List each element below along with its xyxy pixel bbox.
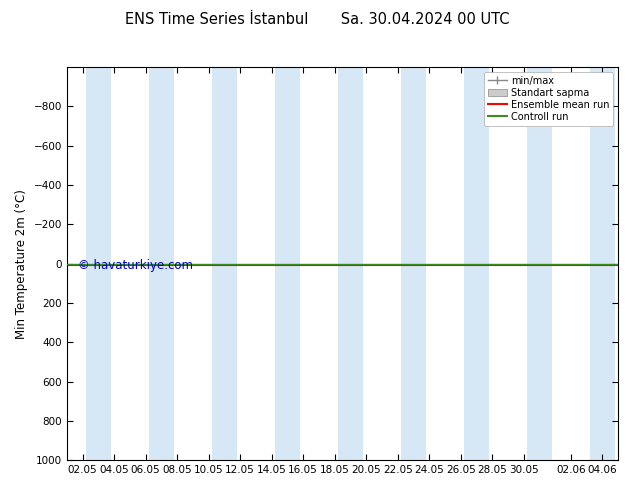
Bar — [527, 67, 552, 460]
Bar — [590, 67, 615, 460]
Bar — [275, 67, 300, 460]
Text: ENS Time Series İstanbul       Sa. 30.04.2024 00 UTC: ENS Time Series İstanbul Sa. 30.04.2024 … — [125, 12, 509, 27]
Bar — [212, 67, 237, 460]
Text: © havaturkiye.com: © havaturkiye.com — [78, 259, 193, 272]
Bar — [401, 67, 426, 460]
Legend: min/max, Standart sapma, Ensemble mean run, Controll run: min/max, Standart sapma, Ensemble mean r… — [484, 72, 613, 125]
Bar — [464, 67, 489, 460]
Bar — [86, 67, 111, 460]
Y-axis label: Min Temperature 2m (°C): Min Temperature 2m (°C) — [15, 189, 28, 339]
Bar — [149, 67, 174, 460]
Bar — [338, 67, 363, 460]
